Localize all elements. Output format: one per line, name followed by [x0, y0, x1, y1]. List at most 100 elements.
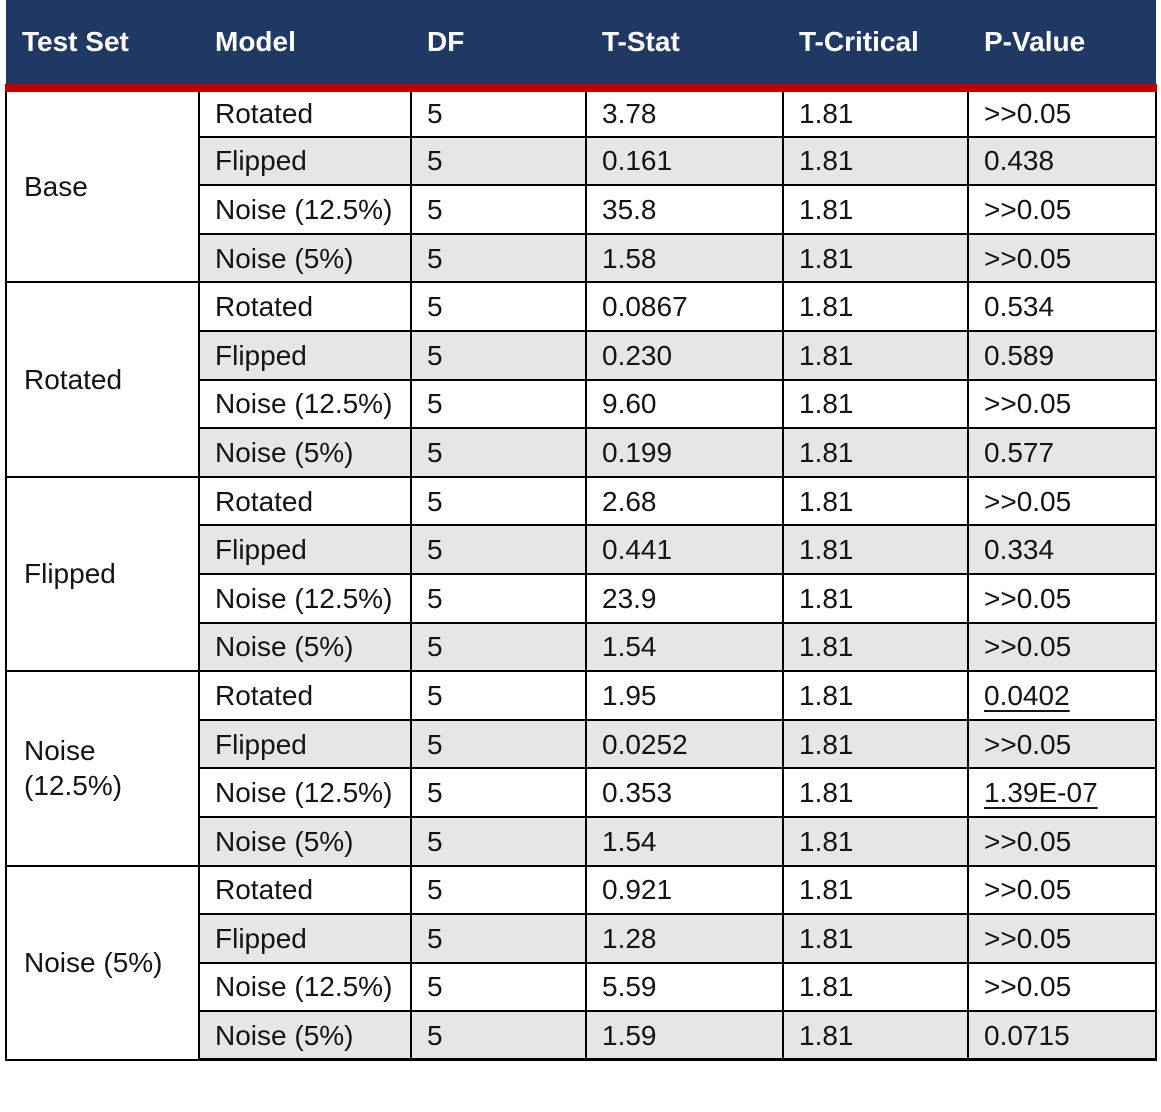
cell-t-stat: 2.68 — [585, 475, 784, 527]
cell-t-stat: 0.161 — [585, 135, 784, 187]
cell-model: Noise (12.5%) — [198, 767, 412, 818]
cell-t-stat: 0.0252 — [585, 718, 784, 770]
table-row: Noise (12.5%) 5 23.9 1.81 >>0.05 — [6, 572, 1157, 624]
cell-df: 5 — [410, 815, 587, 867]
cell-t-critical: 1.81 — [782, 961, 969, 1013]
cell-t-critical: 1.81 — [782, 913, 969, 964]
cell-t-critical: 1.81 — [782, 524, 969, 575]
cell-model: Flipped — [198, 913, 412, 964]
cell-p-value: 0.438 — [967, 135, 1157, 187]
cell-t-stat: 5.59 — [585, 961, 784, 1013]
cell-df: 5 — [410, 329, 587, 381]
cell-df: 5 — [410, 767, 587, 818]
cell-df: 5 — [410, 864, 587, 916]
cell-model: Flipped — [198, 718, 412, 770]
cell-t-stat: 1.95 — [585, 670, 784, 721]
cell-df: 5 — [410, 135, 587, 187]
cell-df: 5 — [410, 718, 587, 770]
page: Test Set Model DF T-Stat T-Critical P-Va… — [5, 0, 1157, 1062]
table-row: Noise (5%) 5 1.54 1.81 >>0.05 — [6, 815, 1157, 867]
cell-df: 5 — [410, 913, 587, 964]
cell-p-value: >>0.05 — [967, 232, 1157, 284]
col-header-df: DF — [411, 0, 586, 92]
col-header-model: Model — [199, 0, 411, 92]
cell-model: Rotated — [198, 670, 412, 721]
cell-t-stat: 0.353 — [585, 767, 784, 818]
cell-t-stat: 1.58 — [585, 232, 784, 284]
cell-t-stat: 0.199 — [585, 427, 784, 478]
cell-model: Noise (5%) — [198, 815, 412, 867]
cell-df: 5 — [410, 378, 587, 430]
cell-p-value: 0.534 — [967, 281, 1157, 332]
cell-p-value: 0.577 — [967, 427, 1157, 478]
cell-t-critical: 1.81 — [782, 135, 969, 187]
table-row: Flipped 5 0.161 1.81 0.438 — [6, 135, 1157, 187]
cell-p-value: >>0.05 — [967, 621, 1157, 673]
cell-model: Noise (12.5%) — [198, 184, 412, 235]
cell-df: 5 — [410, 670, 587, 721]
cell-t-critical: 1.81 — [782, 718, 969, 770]
cell-model: Rotated — [198, 87, 412, 138]
cell-p-value: 0.334 — [967, 524, 1157, 575]
table-row: Flipped 5 0.0252 1.81 >>0.05 — [6, 718, 1157, 770]
cell-test-set: Noise (5%) — [5, 864, 200, 1061]
cell-df: 5 — [410, 1010, 587, 1062]
cell-df: 5 — [410, 961, 587, 1013]
cell-p-value: >>0.05 — [967, 961, 1157, 1013]
cell-model: Rotated — [198, 475, 412, 527]
cell-t-critical: 1.81 — [782, 767, 969, 818]
col-header-test-set: Test Set — [6, 0, 199, 92]
cell-model: Noise (5%) — [198, 621, 412, 673]
table-row: Noise (5%) 5 1.59 1.81 0.0715 — [6, 1010, 1157, 1062]
cell-p-value: 1.39E-07 — [967, 767, 1157, 818]
cell-t-critical: 1.81 — [782, 815, 969, 867]
cell-model: Rotated — [198, 864, 412, 916]
cell-t-critical: 1.81 — [782, 232, 969, 284]
cell-test-set: Noise (12.5%) — [5, 670, 200, 867]
table-row: Noise (12.5%) 5 9.60 1.81 >>0.05 — [6, 378, 1157, 430]
cell-model: Noise (5%) — [198, 232, 412, 284]
cell-p-value: 0.0715 — [967, 1010, 1157, 1062]
cell-t-stat: 3.78 — [585, 87, 784, 138]
cell-p-value: >>0.05 — [967, 718, 1157, 770]
results-table: Test Set Model DF T-Stat T-Critical P-Va… — [5, 0, 1157, 1062]
cell-t-critical: 1.81 — [782, 427, 969, 478]
cell-t-critical: 1.81 — [782, 281, 969, 332]
cell-p-value: 0.0402 — [967, 670, 1157, 721]
cell-test-set: Rotated — [5, 281, 200, 478]
underlined-p-value: 0.0402 — [984, 679, 1070, 711]
table-header: Test Set Model DF T-Stat T-Critical P-Va… — [6, 0, 1156, 92]
cell-t-stat: 1.59 — [585, 1010, 784, 1062]
cell-test-set: Flipped — [5, 475, 200, 673]
cell-p-value: >>0.05 — [967, 864, 1157, 916]
table-row: Flipped Rotated 5 2.68 1.81 >>0.05 — [5, 475, 1157, 673]
cell-t-critical: 1.81 — [782, 670, 969, 721]
cell-t-critical: 1.81 — [782, 1010, 969, 1062]
cell-df: 5 — [410, 524, 587, 575]
table-row: Rotated Rotated 5 0.0867 1.81 0.534 — [5, 281, 1157, 478]
cell-model: Noise (12.5%) — [198, 378, 412, 430]
cell-t-critical: 1.81 — [782, 378, 969, 430]
table-row: Noise (5%) 5 1.54 1.81 >>0.05 — [6, 621, 1157, 673]
cell-t-stat: 9.60 — [585, 378, 784, 430]
table-row: Flipped 5 0.441 1.81 0.334 — [6, 524, 1157, 575]
cell-t-stat: 0.441 — [585, 524, 784, 575]
cell-df: 5 — [410, 184, 587, 235]
cell-df: 5 — [410, 281, 587, 332]
table-body: Base Rotated 5 3.78 1.81 >>0.05 Flipped … — [5, 86, 1157, 1062]
cell-t-critical: 1.81 — [782, 864, 969, 916]
cell-model: Flipped — [198, 135, 412, 187]
cell-t-critical: 1.81 — [782, 329, 969, 381]
table-row: Noise (5%) 5 1.58 1.81 >>0.05 — [6, 232, 1157, 284]
table-row: Noise (12.5%) 5 35.8 1.81 >>0.05 — [6, 184, 1157, 235]
cell-df: 5 — [410, 232, 587, 284]
cell-t-stat: 0.230 — [585, 329, 784, 381]
cell-df: 5 — [410, 475, 587, 527]
cell-t-stat: 0.921 — [585, 864, 784, 916]
table-row: Flipped 5 1.28 1.81 >>0.05 — [6, 913, 1157, 964]
col-header-p-value: P-Value — [968, 0, 1156, 92]
cell-t-critical: 1.81 — [782, 184, 969, 235]
cell-t-critical: 1.81 — [782, 621, 969, 673]
cell-p-value: >>0.05 — [967, 475, 1157, 527]
cell-t-stat: 1.54 — [585, 621, 784, 673]
